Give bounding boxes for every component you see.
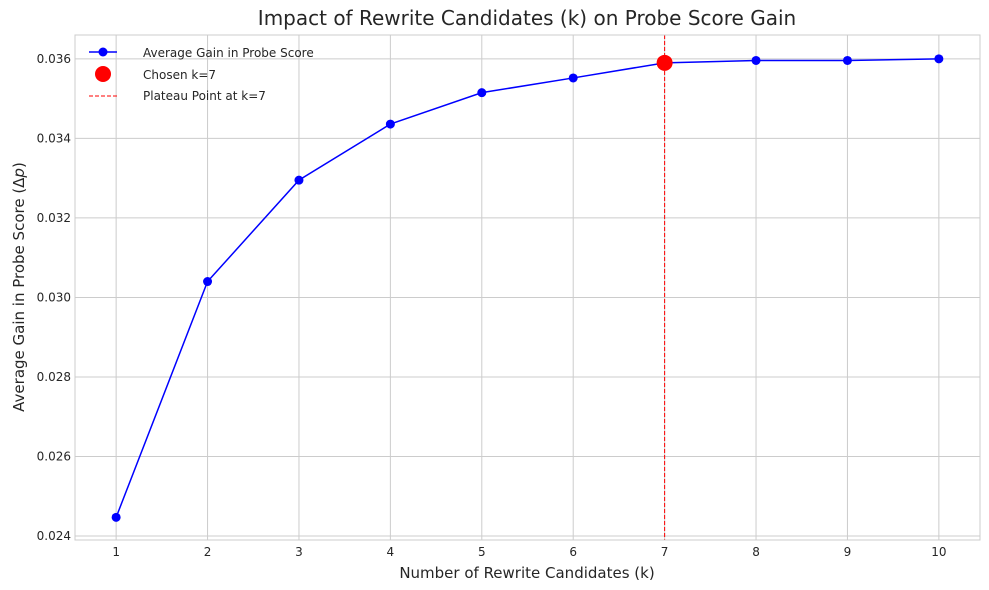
x-tick-label: 7 <box>661 545 669 559</box>
y-tick-label: 0.024 <box>37 529 71 543</box>
legend-label-series: Average Gain in Probe Score <box>143 46 314 60</box>
x-tick-label: 4 <box>387 545 395 559</box>
x-tick-label: 1 <box>112 545 120 559</box>
y-tick-label: 0.030 <box>37 290 71 304</box>
legend-label-highlight: Chosen k=7 <box>143 68 216 82</box>
x-tick-labels: 1 2 3 4 5 6 7 8 9 10 <box>112 545 946 559</box>
x-tick-label: 5 <box>478 545 486 559</box>
x-tick-label: 8 <box>752 545 760 559</box>
legend: Average Gain in Probe Score Chosen k=7 P… <box>89 46 314 103</box>
legend-line-marker <box>98 47 108 57</box>
y-tick-label: 0.028 <box>37 370 71 384</box>
y-axis-title-prefix: Average Gain in Probe Score (Δ <box>10 177 28 412</box>
legend-label-vline: Plateau Point at k=7 <box>143 89 266 103</box>
x-tick-label: 9 <box>844 545 852 559</box>
data-point <box>568 73 578 83</box>
y-tick-label: 0.034 <box>37 131 71 145</box>
y-axis-title-variable: p <box>10 168 28 179</box>
grid-lines <box>75 35 980 540</box>
series-layer <box>111 54 944 522</box>
data-point <box>294 175 304 185</box>
legend-highlight-marker <box>95 66 111 82</box>
plot-frame <box>74 34 981 541</box>
x-tick-label: 3 <box>295 545 303 559</box>
data-point <box>477 88 487 98</box>
data-point <box>111 512 121 522</box>
highlight-layer <box>656 54 673 71</box>
y-tick-label: 0.032 <box>37 211 71 225</box>
x-tick-label: 6 <box>569 545 577 559</box>
y-tick-label: 0.036 <box>37 52 71 66</box>
chart-title: Impact of Rewrite Candidates (k) on Prob… <box>258 6 796 30</box>
data-point <box>751 55 761 65</box>
data-point <box>385 119 395 129</box>
x-tick-label: 10 <box>931 545 946 559</box>
data-point <box>934 54 944 64</box>
y-axis-title: Average Gain in Probe Score (Δp) <box>10 162 28 412</box>
y-tick-label: 0.026 <box>37 449 71 463</box>
y-tick-labels: 0.024 0.026 0.028 0.030 0.032 0.034 0.036 <box>37 52 71 543</box>
chosen-point-marker <box>656 54 673 71</box>
data-point <box>842 55 852 65</box>
series-line <box>115 58 939 518</box>
x-axis-title: Number of Rewrite Candidates (k) <box>399 564 654 582</box>
y-axis-title-suffix: ) <box>10 162 28 168</box>
x-tick-label: 2 <box>204 545 212 559</box>
data-point <box>203 277 213 287</box>
